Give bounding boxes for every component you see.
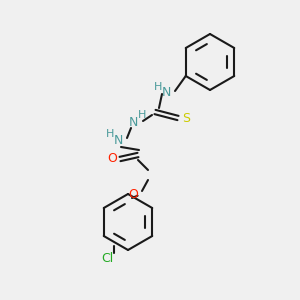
Text: Cl: Cl bbox=[101, 251, 113, 265]
Text: O: O bbox=[107, 152, 117, 166]
Text: N: N bbox=[128, 116, 138, 130]
Text: N: N bbox=[161, 85, 171, 98]
Text: S: S bbox=[182, 112, 190, 124]
Text: H: H bbox=[106, 129, 114, 139]
Text: H: H bbox=[154, 82, 162, 92]
Text: H: H bbox=[138, 110, 146, 120]
Text: O: O bbox=[128, 188, 138, 202]
Text: N: N bbox=[113, 134, 123, 148]
